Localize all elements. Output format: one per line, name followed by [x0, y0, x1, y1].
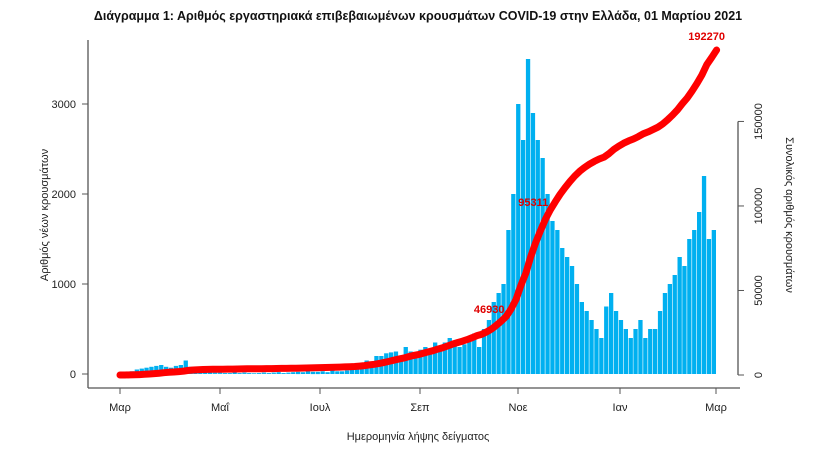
bar [477, 347, 481, 374]
bar [335, 371, 339, 374]
bar [242, 373, 246, 374]
bar [585, 311, 589, 374]
bar [589, 320, 593, 374]
bar [580, 302, 584, 374]
annotation-label: 192270 [688, 31, 725, 43]
bar [506, 230, 510, 374]
bar [223, 373, 227, 374]
bar [286, 373, 290, 374]
annotation-label: 95311 [518, 197, 548, 209]
bar [565, 257, 569, 374]
x-tick-label: Μαρ [705, 402, 727, 414]
y-right-tick-label: 150000 [753, 103, 765, 140]
bar [301, 372, 305, 374]
bar [555, 230, 559, 374]
annotation-label: 46930 [474, 304, 505, 316]
bar [712, 230, 716, 374]
chart-title: Διάγραμμα 1: Αριθμός εργαστηριακά επιβεβ… [94, 9, 742, 23]
bar [296, 372, 300, 374]
x-tick-label: Ιουλ [310, 402, 331, 414]
bar [550, 221, 554, 374]
y-right-tick-label: 50000 [753, 275, 765, 306]
bar [237, 373, 241, 374]
bar [541, 158, 545, 374]
y-axis-label: Αριθμός νέων κρουσμάτων [39, 148, 51, 281]
bars-series [120, 59, 716, 374]
bar [247, 373, 251, 374]
x-tick-label: Ιαν [613, 402, 628, 414]
y-right-axis-label: Συνολικός αριθμός κρουσμάτων [783, 137, 795, 293]
bar [340, 371, 344, 374]
bar [306, 371, 310, 374]
bar [624, 329, 628, 374]
bar [619, 320, 623, 374]
bar [511, 194, 515, 374]
bar [325, 372, 329, 374]
bar [213, 373, 217, 374]
y-tick-label: 2000 [52, 189, 76, 201]
bar [228, 373, 232, 374]
x-axis-label: Ημερομηνία λήψης δείγματος [347, 431, 490, 443]
bar [252, 373, 256, 374]
bar [521, 140, 525, 374]
cumulative-line [120, 50, 717, 375]
x-tick-label: Νοε [509, 402, 528, 414]
bar [673, 275, 677, 374]
bar [316, 372, 320, 374]
bar [663, 293, 667, 374]
bar [643, 338, 647, 374]
bar [321, 371, 325, 374]
bar [682, 266, 686, 374]
bar [267, 373, 271, 374]
y-right-tick-label: 100000 [753, 188, 765, 225]
bar [291, 372, 295, 374]
bar [638, 320, 642, 374]
x-tick-label: Μαρ [109, 402, 131, 414]
bar [668, 284, 672, 374]
bar [262, 373, 266, 374]
bar [697, 212, 701, 374]
bar [609, 293, 613, 374]
bar [614, 311, 618, 374]
bar [272, 373, 276, 374]
bar [345, 370, 349, 374]
bar [692, 230, 696, 374]
bar [462, 344, 466, 374]
y-right-tick-label: 0 [753, 372, 765, 378]
y-tick-label: 1000 [52, 279, 76, 291]
bar [648, 329, 652, 374]
x-tick-label: Σεπ [410, 402, 430, 414]
bar [536, 140, 540, 374]
bar [526, 59, 530, 374]
bar [575, 284, 579, 374]
x-tick-label: Μαΐ [211, 402, 230, 414]
bar [560, 248, 564, 374]
bar [629, 338, 633, 374]
bar [599, 338, 603, 374]
bar [330, 370, 334, 374]
bar [281, 373, 285, 374]
bar [311, 372, 315, 374]
bar [516, 104, 520, 374]
bar [707, 239, 711, 374]
bar [658, 311, 662, 374]
bar [453, 344, 457, 374]
y-tick-label: 3000 [52, 99, 76, 111]
bar [594, 329, 598, 374]
bar [457, 347, 461, 374]
y-tick-label: 0 [70, 369, 76, 381]
bar [653, 329, 657, 374]
bar [604, 307, 608, 375]
bar [570, 266, 574, 374]
bar [467, 338, 471, 374]
bar [277, 372, 281, 374]
bar [702, 176, 706, 374]
bar [678, 257, 682, 374]
bar [501, 284, 505, 374]
bar [633, 329, 637, 374]
bar [257, 373, 261, 374]
bar [687, 239, 691, 374]
bar [218, 373, 222, 374]
